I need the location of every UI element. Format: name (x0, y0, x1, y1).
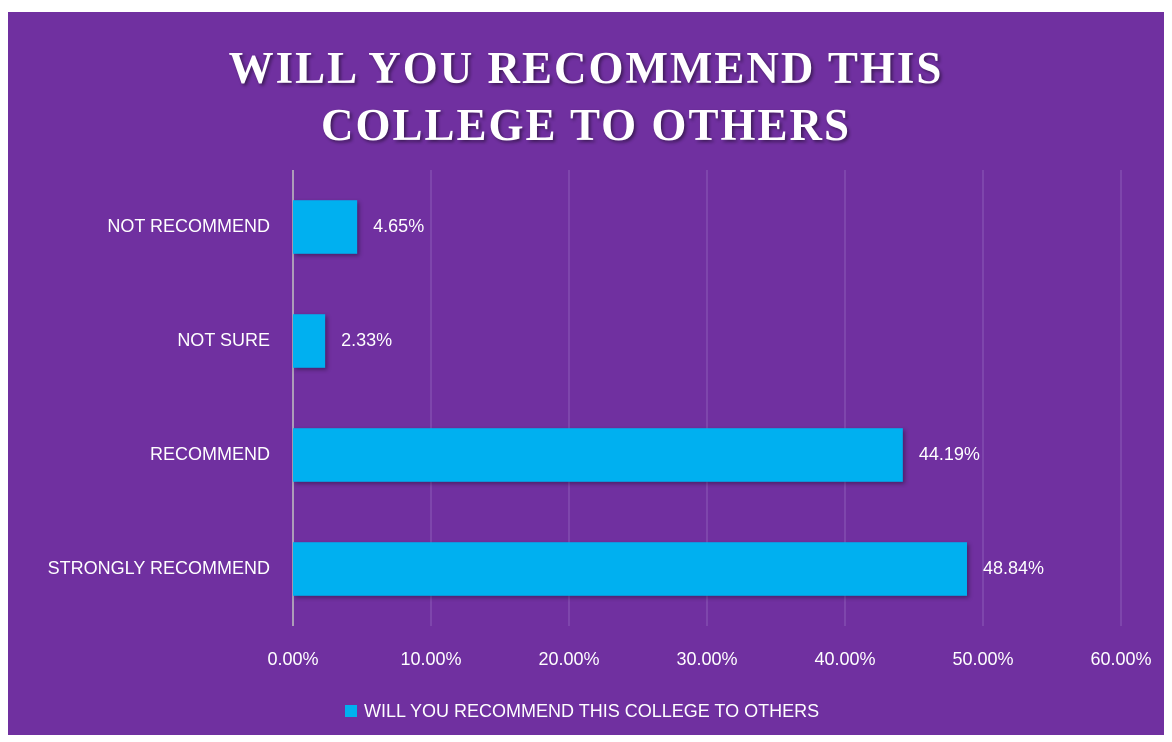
bar (293, 428, 903, 482)
data-label: 48.84% (983, 558, 1044, 578)
x-tick-label: 0.00% (267, 649, 318, 669)
x-tick-label: 50.00% (952, 649, 1013, 669)
y-tick-label: NOT SURE (177, 330, 270, 350)
data-label: 2.33% (341, 330, 392, 350)
x-tick-label: 40.00% (814, 649, 875, 669)
chart-background (8, 12, 1164, 735)
bar (293, 314, 326, 368)
y-tick-label: STRONGLY RECOMMEND (48, 558, 270, 578)
x-tick-label: 20.00% (538, 649, 599, 669)
x-tick-label: 30.00% (676, 649, 737, 669)
legend-label: WILL YOU RECOMMEND THIS COLLEGE TO OTHER… (364, 701, 819, 721)
x-tick-label: 10.00% (400, 649, 461, 669)
y-tick-label: RECOMMEND (150, 444, 270, 464)
data-label: 44.19% (919, 444, 980, 464)
x-tick-label: 60.00% (1090, 649, 1151, 669)
bar (293, 542, 967, 596)
legend-swatch (345, 705, 357, 717)
data-label: 4.65% (373, 216, 424, 236)
y-tick-label: NOT RECOMMEND (107, 216, 270, 236)
chart-title: WILL YOU RECOMMEND THIS COLLEGE TO OTHER… (228, 43, 944, 150)
bar (293, 200, 358, 254)
